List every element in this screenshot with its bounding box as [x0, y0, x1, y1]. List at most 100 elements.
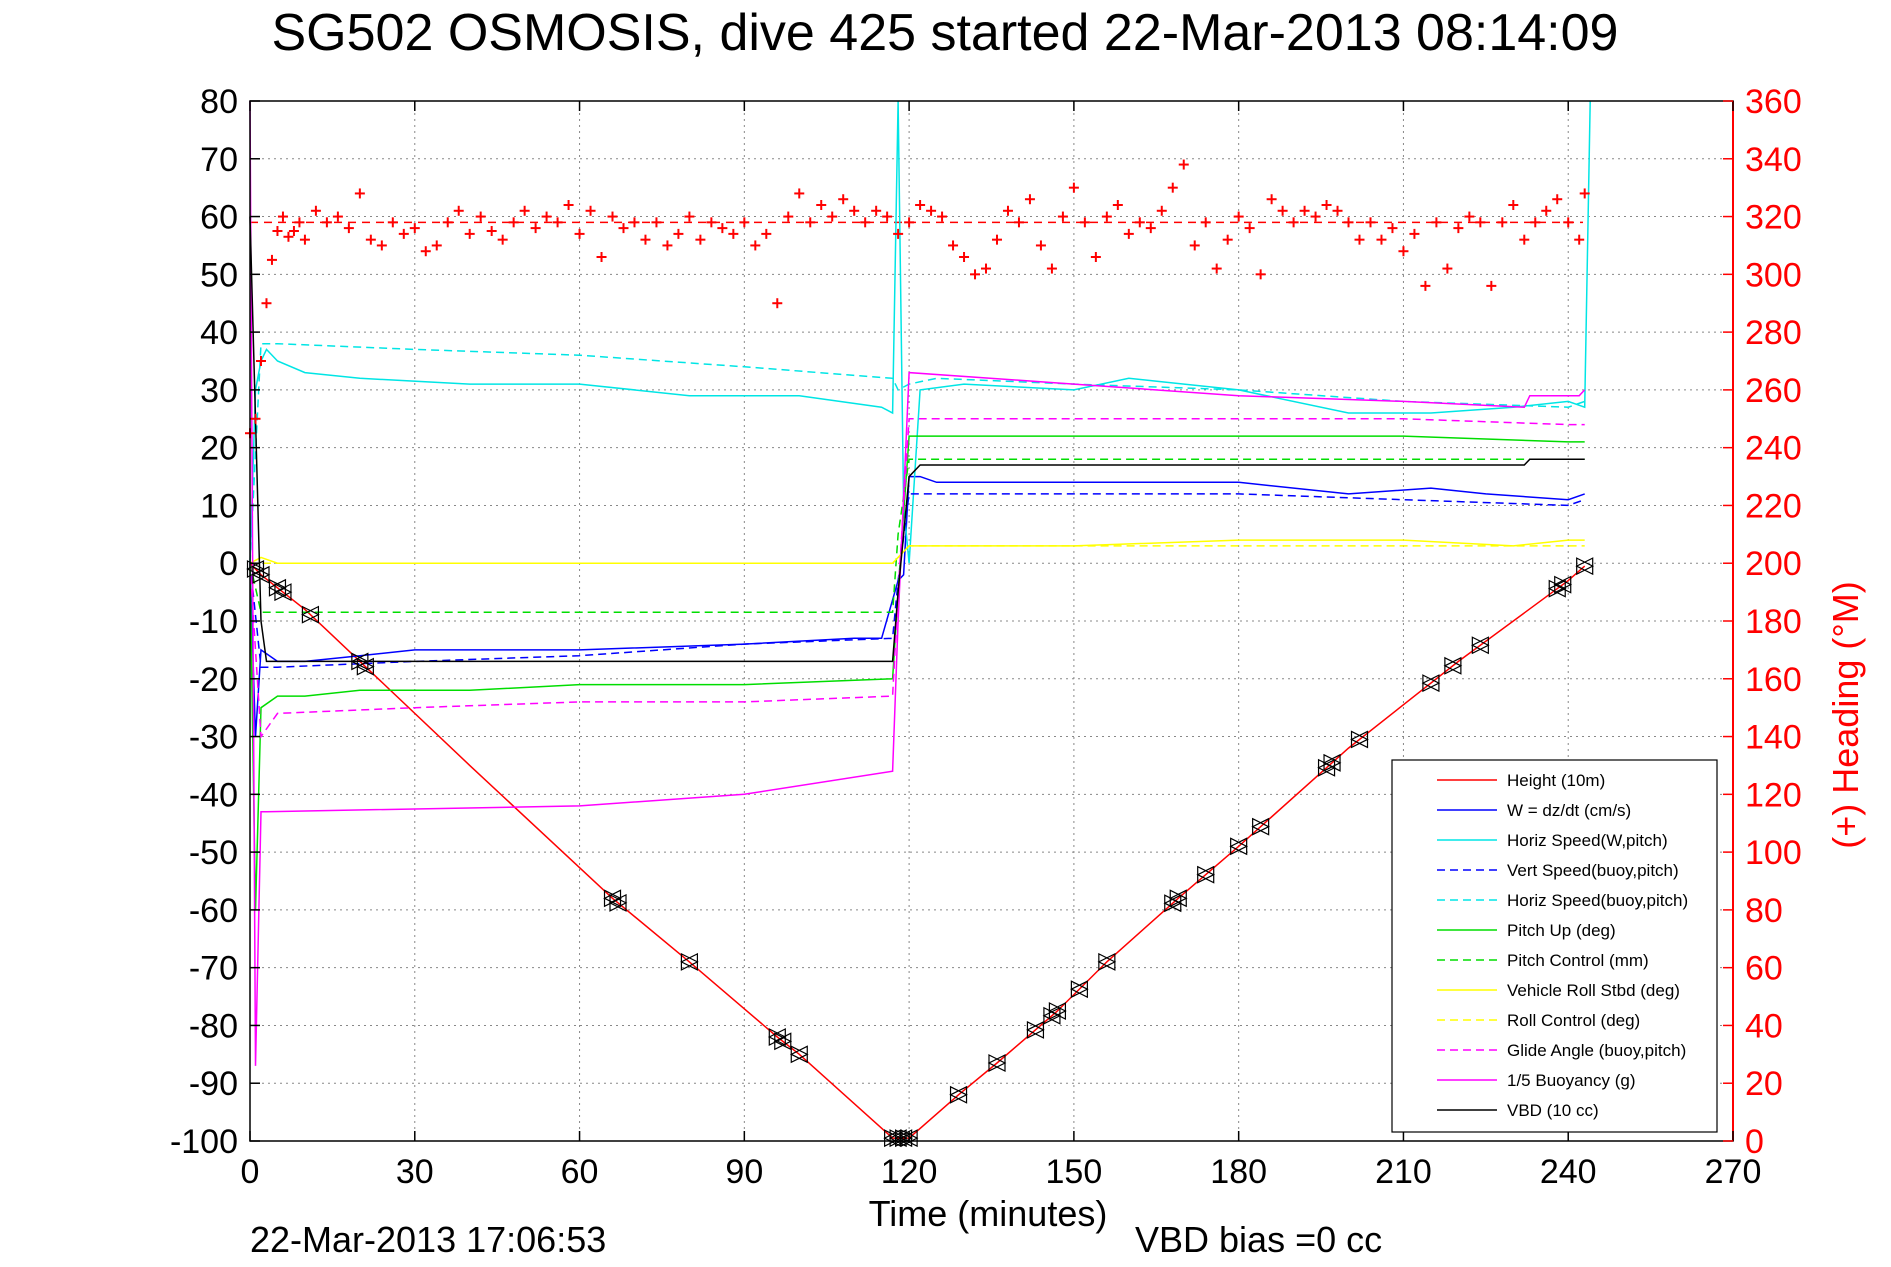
legend-entry: Horiz Speed(buoy,pitch)	[1437, 891, 1688, 910]
heading-point	[266, 254, 277, 265]
series-line-7	[249, 539, 1585, 564]
chart-title: SG502 OSMOSIS, dive 425 started 22-Mar-2…	[272, 4, 1619, 62]
heading-point	[761, 228, 772, 239]
gc-marker	[1553, 575, 1573, 594]
y-tick-label: 10	[200, 487, 238, 525]
gc-marker	[1350, 730, 1369, 749]
heading-point	[893, 228, 904, 239]
heading-point	[1530, 217, 1541, 228]
heading-point	[1299, 205, 1310, 216]
heading-point	[1167, 182, 1178, 193]
heading-point	[552, 217, 563, 228]
heading-point	[1321, 200, 1332, 210]
y2-tick-label: 220	[1745, 487, 1802, 525]
heading-point	[882, 211, 893, 222]
heading-point	[585, 205, 596, 216]
heading-point	[1541, 205, 1552, 216]
footer-vbd-bias: VBD bias =0 cc	[1135, 1219, 1382, 1260]
legend-entry: VBD (10 cc)	[1437, 1101, 1599, 1120]
heading-point	[299, 234, 310, 245]
gc-marker	[1097, 952, 1117, 971]
legend-entry: Pitch Up (deg)	[1437, 921, 1616, 940]
heading-point	[1453, 223, 1464, 234]
heading-point	[1398, 246, 1409, 257]
y2-tick-label: 60	[1745, 950, 1783, 988]
gc-marker	[1026, 1020, 1045, 1039]
gc-marker	[251, 565, 271, 584]
heading-point	[354, 188, 365, 199]
heading-point	[1332, 205, 1343, 216]
x-tick-label: 150	[1046, 1153, 1103, 1191]
y-tick-label: -90	[189, 1065, 238, 1103]
heading-point	[1475, 217, 1486, 228]
heading-point	[272, 226, 283, 236]
y-tick-label: 80	[200, 83, 238, 121]
y-tick-label: 50	[200, 256, 238, 294]
x-tick-label: 30	[396, 1153, 434, 1191]
heading-point	[1409, 228, 1420, 239]
heading-point	[1442, 263, 1453, 274]
legend-label: Glide Angle (buoy,pitch)	[1507, 1041, 1686, 1060]
gc-marker	[1575, 557, 1595, 576]
heading-point	[849, 205, 860, 216]
heading-point	[497, 234, 508, 245]
heading-point	[1013, 217, 1024, 228]
heading-point	[288, 226, 299, 236]
y-tick-label: -10	[189, 603, 238, 641]
gc-marker	[773, 1032, 793, 1051]
heading-point	[750, 240, 761, 251]
x-tick-label: 90	[725, 1153, 763, 1191]
heading-point	[508, 217, 519, 228]
legend-label: W = dz/dt (cm/s)	[1507, 801, 1631, 820]
y-tick-label: -60	[189, 892, 238, 930]
heading-point	[1024, 194, 1035, 205]
heading-point	[926, 205, 937, 216]
heading-point	[321, 217, 332, 228]
y-tick-label: 60	[200, 199, 238, 237]
y2-tick-label: 100	[1745, 834, 1802, 872]
series-line-11	[249, 216, 1585, 663]
legend-label: Horiz Speed(W,pitch)	[1507, 831, 1668, 850]
y2-tick-label: 160	[1745, 661, 1802, 699]
heading-point	[772, 298, 783, 309]
y2-tick-label: 280	[1745, 314, 1802, 352]
heading-point	[1497, 217, 1508, 228]
heading-point	[1579, 188, 1590, 199]
gc-marker	[680, 952, 699, 971]
gc-marker	[888, 1129, 908, 1148]
legend-label: Horiz Speed(buoy,pitch)	[1507, 891, 1688, 910]
heading-point	[794, 188, 805, 199]
heading-point	[1123, 228, 1134, 239]
heading-point	[486, 226, 497, 236]
legend-entry: Pitch Control (mm)	[1437, 951, 1649, 970]
x-tick-label: 120	[881, 1153, 938, 1191]
y2-tick-label: 140	[1745, 719, 1802, 757]
y-tick-label: -50	[189, 834, 238, 872]
heading-point	[904, 217, 915, 228]
gc-marker	[1443, 656, 1463, 675]
y2-tick-label: 40	[1745, 1007, 1783, 1045]
gc-marker	[894, 1129, 913, 1148]
y2-tick-label: 300	[1745, 256, 1802, 294]
legend-label: Vert Speed(buoy,pitch)	[1507, 861, 1679, 880]
heading-point	[1486, 280, 1497, 291]
gc-marker	[1229, 837, 1249, 856]
y-tick-label: -40	[189, 776, 238, 814]
heading-point	[618, 223, 629, 234]
heading-point	[1343, 217, 1354, 228]
heading-point	[1508, 200, 1519, 210]
heading-point	[739, 217, 750, 228]
x-tick-label: 60	[561, 1153, 599, 1191]
legend-entry: Horiz Speed(W,pitch)	[1437, 831, 1668, 850]
heading-point	[277, 211, 288, 222]
legend-entry: Roll Control (deg)	[1437, 1011, 1640, 1030]
series-line-1	[249, 475, 1585, 737]
y2-tick-label: 80	[1745, 892, 1783, 930]
heading-point	[717, 223, 728, 234]
heading-point	[1222, 234, 1233, 245]
heading-point	[1464, 211, 1475, 222]
heading-point	[464, 228, 475, 239]
series-line-8	[250, 545, 1585, 564]
heading-point	[871, 205, 882, 216]
heading-point	[805, 217, 816, 228]
